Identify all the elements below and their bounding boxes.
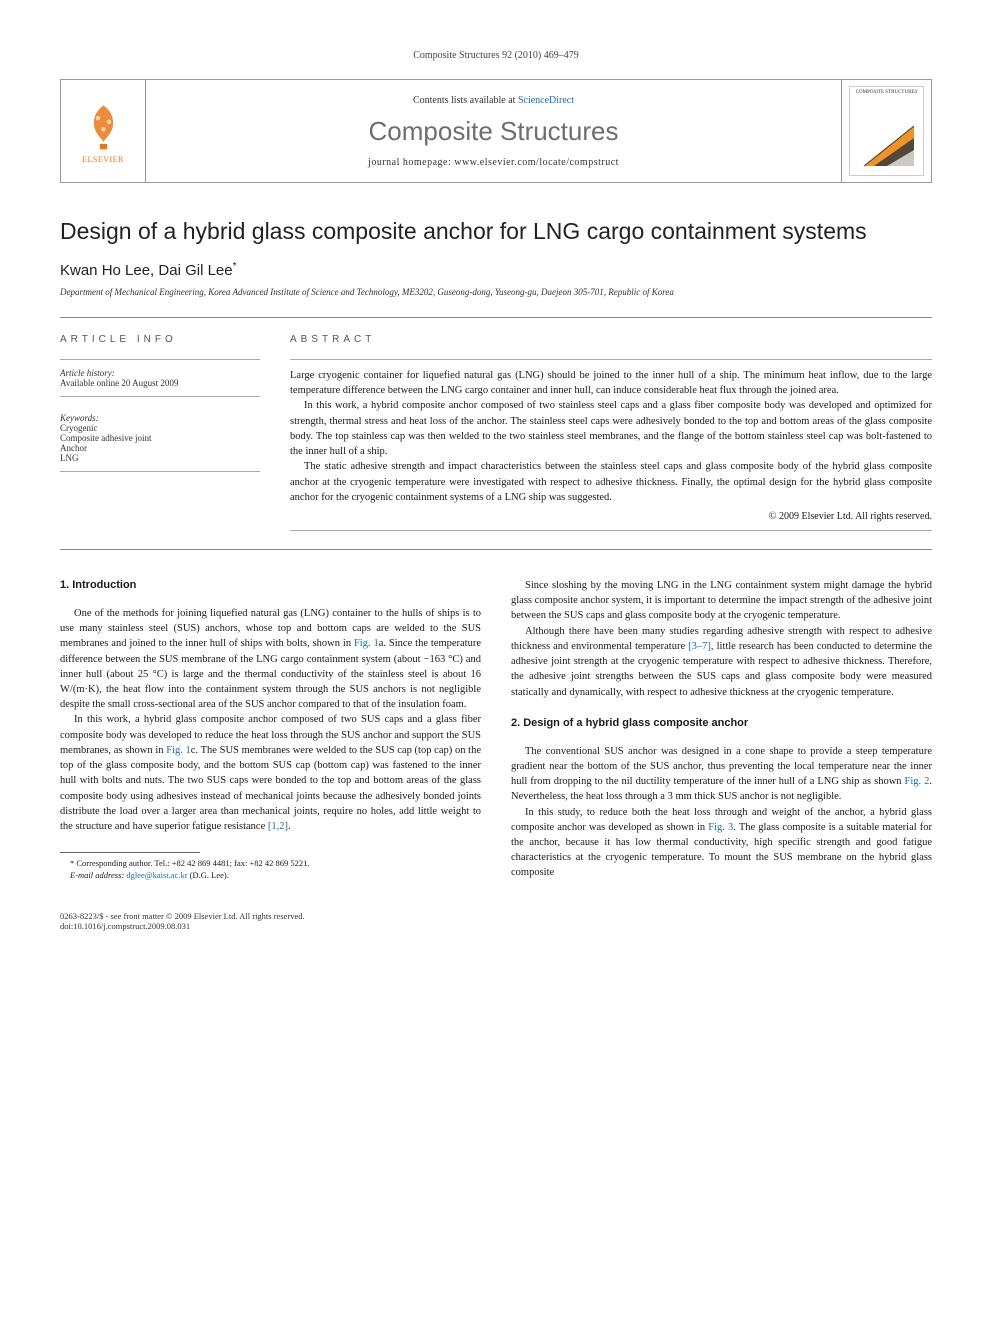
abstract-divider-bottom: [290, 530, 932, 531]
page-footer: 0263-8223/$ - see front matter © 2009 El…: [60, 911, 932, 931]
header-center: Contents lists available at ScienceDirec…: [146, 80, 841, 182]
journal-cover-thumbnail[interactable]: COMPOSITE STRUCTURES: [849, 86, 924, 176]
body-paragraph: One of the methods for joining liquefied…: [60, 606, 481, 713]
abstract-divider: [290, 359, 932, 360]
footnote-separator: [60, 852, 200, 853]
cover-thumb-cell: COMPOSITE STRUCTURES: [841, 80, 931, 182]
section-1-title: 1. Introduction: [60, 578, 481, 594]
email-name: (D.G. Lee).: [188, 870, 229, 880]
figure-link[interactable]: Fig. 3: [708, 822, 733, 833]
keyword-item: Cryogenic: [60, 423, 260, 433]
sciencedirect-link[interactable]: ScienceDirect: [518, 95, 574, 106]
elsevier-tree-icon: [76, 98, 131, 153]
keyword-item: LNG: [60, 453, 260, 463]
keywords-label: Keywords:: [60, 413, 260, 423]
figure-link[interactable]: Fig. 1: [166, 745, 191, 756]
article-history-block: Article history: Available online 20 Aug…: [60, 368, 260, 397]
info-divider-3: [60, 471, 260, 472]
corresponding-marker: *: [233, 261, 237, 272]
journal-header: ELSEVIER Contents lists available at Sci…: [60, 79, 932, 183]
text-run: The conventional SUS anchor was designed…: [511, 746, 932, 787]
figure-link[interactable]: Fig. 2: [905, 776, 930, 787]
footer-doi: doi:10.1016/j.compstruct.2009.08.031: [60, 921, 305, 931]
abstract-text: Large cryogenic container for liquefied …: [290, 368, 932, 505]
info-divider-2: [60, 396, 260, 397]
email-label: E-mail address:: [70, 870, 124, 880]
authors: Kwan Ho Lee, Dai Gil Lee*: [60, 261, 932, 279]
body-paragraph: The conventional SUS anchor was designed…: [511, 744, 932, 805]
keyword-item: Anchor: [60, 443, 260, 453]
section-2-title: 2. Design of a hybrid glass composite an…: [511, 716, 932, 732]
info-abstract-row: ARTICLE INFO Article history: Available …: [60, 334, 932, 531]
abstract-heading: ABSTRACT: [290, 334, 932, 345]
body-paragraph: In this study, to reduce both the heat l…: [511, 805, 932, 881]
article-info-heading: ARTICLE INFO: [60, 334, 260, 345]
divider-top: [60, 317, 932, 318]
affiliation: Department of Mechanical Engineering, Ko…: [60, 287, 932, 297]
body-columns: 1. Introduction One of the methods for j…: [60, 578, 932, 881]
author-names: Kwan Ho Lee, Dai Gil Lee: [60, 262, 233, 279]
body-paragraph: Although there have been many studies re…: [511, 624, 932, 700]
figure-link[interactable]: Fig. 1: [354, 638, 379, 649]
footer-left: 0263-8223/$ - see front matter © 2009 El…: [60, 911, 305, 931]
article-info-column: ARTICLE INFO Article history: Available …: [60, 334, 260, 531]
footer-copyright: 0263-8223/$ - see front matter © 2009 El…: [60, 911, 305, 921]
abstract-column: ABSTRACT Large cryogenic container for l…: [290, 334, 932, 531]
email-footnote: E-mail address: dglee@kaist.ac.kr (D.G. …: [60, 870, 481, 881]
journal-name: Composite Structures: [166, 116, 821, 147]
publisher-name: ELSEVIER: [82, 155, 124, 164]
reference-link[interactable]: [1,2]: [268, 821, 288, 832]
history-value: Available online 20 August 2009: [60, 378, 260, 388]
info-divider-1: [60, 359, 260, 360]
publisher-logo-cell: ELSEVIER: [61, 80, 146, 182]
abstract-p2: In this work, a hybrid composite anchor …: [290, 398, 932, 459]
abstract-copyright: © 2009 Elsevier Ltd. All rights reserved…: [290, 511, 932, 522]
elsevier-logo[interactable]: ELSEVIER: [71, 96, 136, 166]
email-link[interactable]: dglee@kaist.ac.kr: [126, 870, 187, 880]
journal-reference: Composite Structures 92 (2010) 469–479: [60, 50, 932, 61]
contents-prefix: Contents lists available at: [413, 95, 518, 106]
article-title: Design of a hybrid glass composite ancho…: [60, 218, 932, 245]
keyword-item: Composite adhesive joint: [60, 433, 260, 443]
journal-homepage: journal homepage: www.elsevier.com/locat…: [166, 157, 821, 168]
abstract-p1: Large cryogenic container for liquefied …: [290, 368, 932, 398]
history-label: Article history:: [60, 368, 260, 378]
body-paragraph: Since sloshing by the moving LNG in the …: [511, 578, 932, 624]
contents-available-line: Contents lists available at ScienceDirec…: [166, 95, 821, 106]
keywords-block: Keywords: Cryogenic Composite adhesive j…: [60, 413, 260, 472]
body-paragraph: In this work, a hybrid glass composite a…: [60, 712, 481, 834]
corresponding-author-footnote: * Corresponding author. Tel.: +82 42 869…: [60, 858, 481, 869]
text-run: c. The SUS membranes were welded to the …: [60, 745, 481, 832]
cover-title: COMPOSITE STRUCTURES: [850, 87, 923, 95]
abstract-p3: The static adhesive strength and impact …: [290, 459, 932, 505]
divider-bottom: [60, 549, 932, 550]
reference-link[interactable]: [3–7]: [688, 641, 711, 652]
text-run: .: [288, 821, 291, 832]
cover-art-icon: [859, 116, 919, 171]
